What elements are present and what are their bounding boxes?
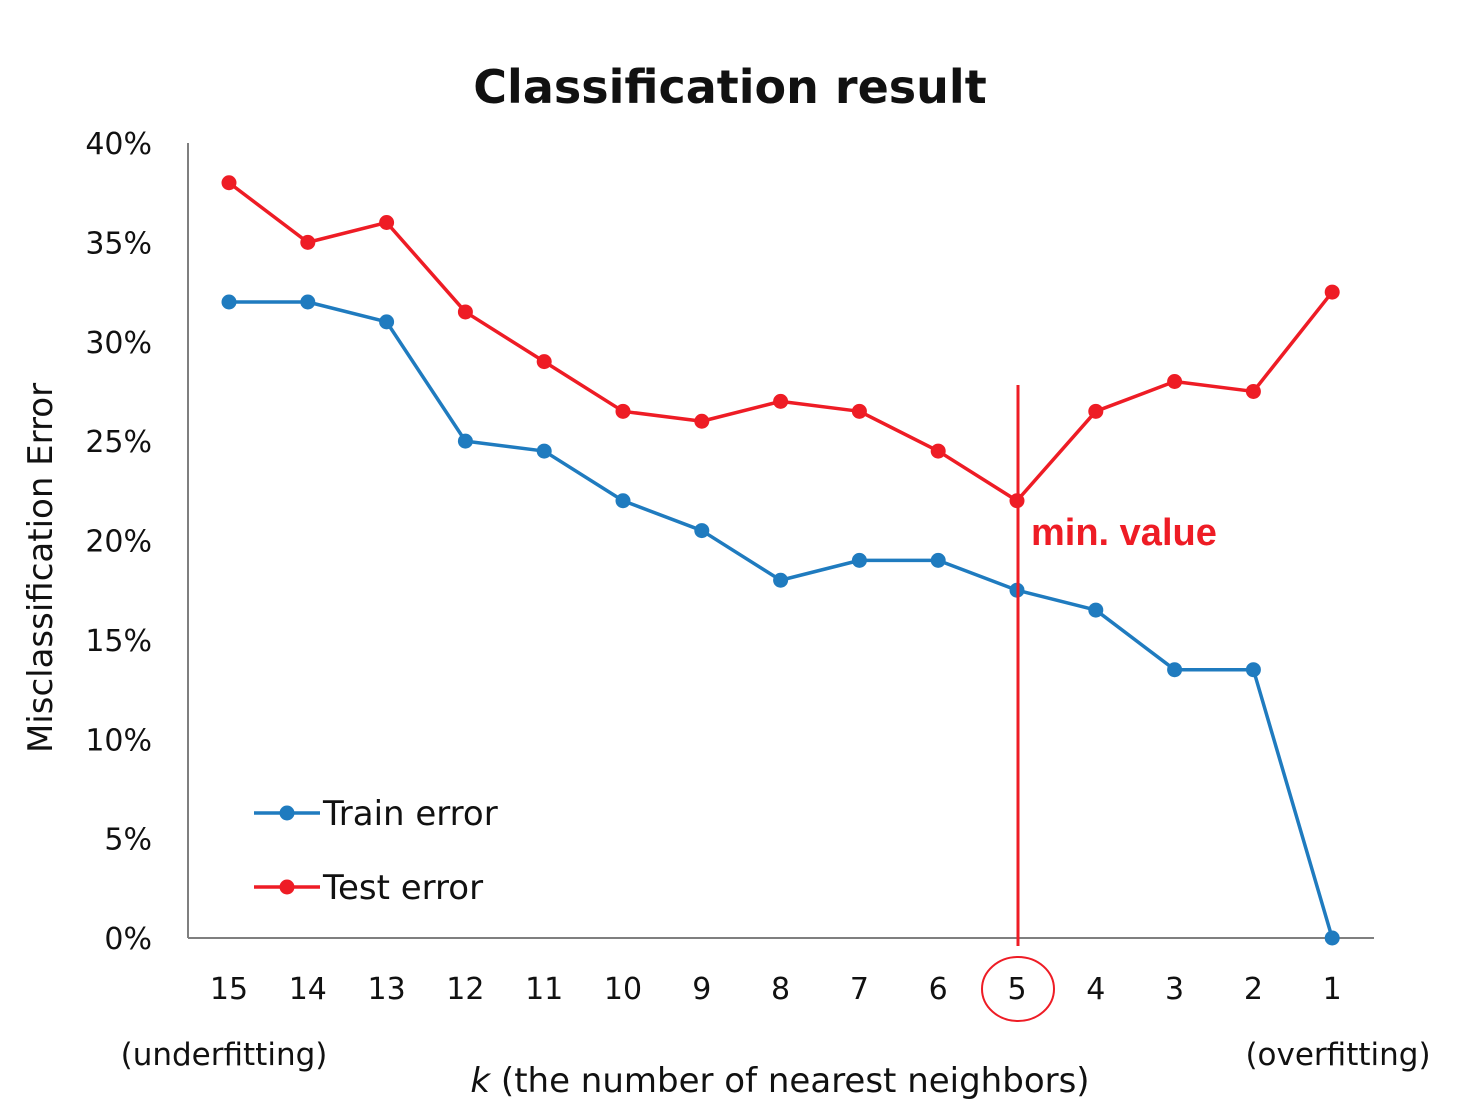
train-error-point [300,294,316,310]
test-error-legend-marker [279,879,295,895]
y-tick-label: 40% [85,127,152,162]
train-error-legend-label: Train error [322,794,498,834]
test-error-point [1245,383,1261,399]
y-tick-label: 30% [85,326,152,361]
x-tick-labels: 15 14 13 12 11 10 9 8 7 6 5 4 3 2 1 [210,972,1342,1007]
train-error-point [1245,662,1261,678]
train-error-point [1167,662,1183,678]
x-tick-label: 6 [929,972,948,1007]
x-axis-label: k (the number of nearest neighbors) [470,1061,1089,1101]
y-tick-label: 20% [85,525,152,560]
test-error-point [851,403,867,419]
test-error-point [930,443,946,459]
train-error-point [1088,602,1104,618]
x-tick-label: 12 [446,972,484,1007]
train-error-point [536,443,552,459]
train-error-point [221,294,237,310]
x-tick-label: 9 [692,972,711,1007]
x-tick-label: 1 [1323,972,1342,1007]
test-error-point [379,215,395,230]
x-axis-label-k: k [470,1061,491,1101]
test-error-point [615,403,631,419]
y-tick-label: 0% [104,922,152,957]
test-error-point [457,304,473,320]
y-tick-label: 35% [85,226,152,261]
x-tick-label: 14 [289,972,327,1007]
train-error-point [615,493,631,509]
test-error-line [227,181,1334,503]
x-tick-label: 10 [604,972,642,1007]
test-error-point [694,413,710,429]
x-tick-label: 4 [1086,972,1105,1007]
test-error-point [1167,374,1183,389]
overfitting-note: (overfitting) [1245,1037,1430,1073]
x-tick-label: 11 [525,972,563,1007]
min-value-label: min. value [1031,512,1217,554]
y-tick-labels: 0% 5% 10% 15% 20% 25% 30% 35% 40% [85,127,152,957]
y-tick-label: 5% [104,823,152,858]
chart-axes [187,143,1374,939]
train-error-point [851,552,867,568]
series-layer [221,175,1340,946]
test-error-point [536,354,552,370]
test-error-point [773,393,789,409]
x-tick-label: 8 [771,972,790,1007]
x-tick-label: 2 [1244,972,1263,1007]
train-error-point [457,433,473,449]
test-error-legend-label: Test error [322,868,483,908]
x-tick-label: 13 [368,972,406,1007]
train-error-point [379,314,395,330]
underfitting-note: (underfitting) [121,1037,328,1073]
test-error-point [1324,284,1340,300]
y-axis-label: Misclassification Error [21,383,61,753]
train-error-point [773,572,789,588]
x-tick-label: 15 [210,972,248,1007]
x-tick-label: 5 [1007,972,1026,1007]
test-error-point [1088,403,1104,419]
chart-title: Classification result [473,60,986,114]
train-error-point [1324,930,1340,946]
test-error-point [221,175,237,191]
train-error-point [694,523,710,539]
min-value-circle [981,956,1055,1022]
x-tick-label: 7 [850,972,869,1007]
train-error-legend-marker [279,805,295,821]
x-axis-label-rest: (the number of nearest neighbors) [490,1061,1089,1101]
y-tick-label: 25% [85,425,152,460]
y-tick-label: 10% [85,723,152,758]
train-error-point [930,552,946,568]
legend: Train error Test error [254,794,498,908]
x-tick-label: 3 [1165,972,1184,1007]
test-error-point [300,234,316,250]
y-tick-label: 15% [85,624,152,659]
annotation-layer: min. value [981,385,1217,1022]
